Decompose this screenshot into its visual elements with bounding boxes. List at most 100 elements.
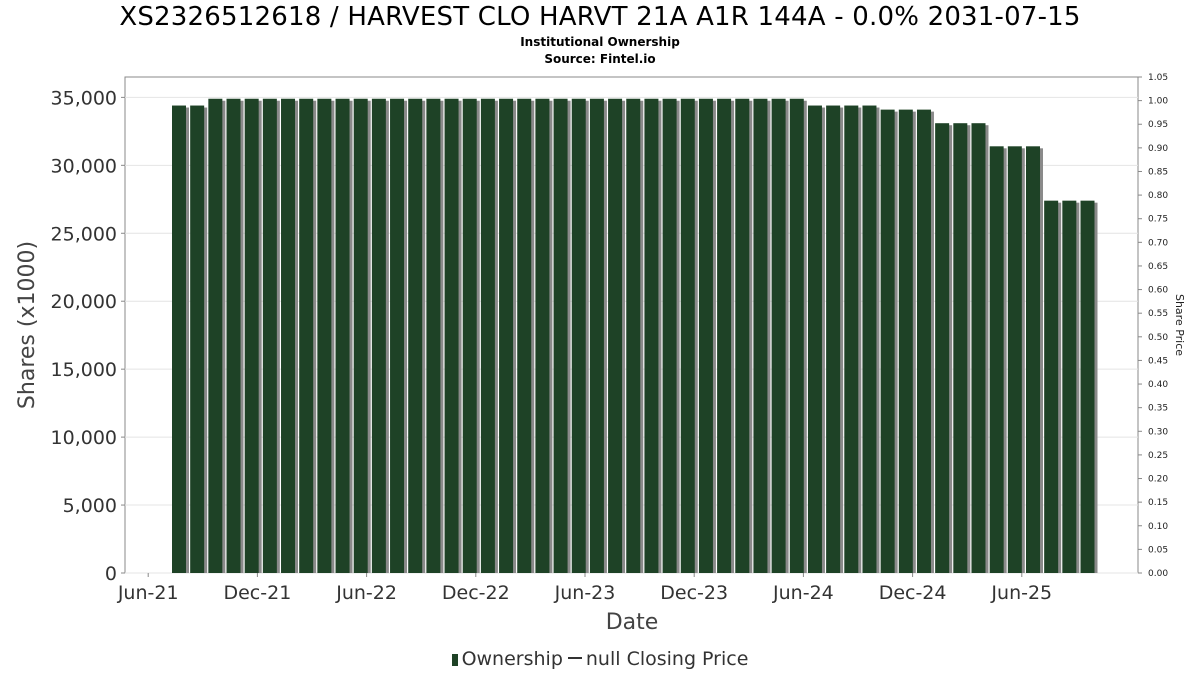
y2-tick-label: 0.40 — [1148, 380, 1168, 390]
y2-tick-label: 0.50 — [1148, 333, 1168, 343]
ownership-bar — [589, 98, 604, 573]
y2-tick-label: 0.85 — [1148, 167, 1168, 177]
y-tick-label: 5,000 — [63, 495, 117, 517]
y2-tick-label: 0.25 — [1148, 451, 1168, 461]
ownership-bar — [898, 109, 913, 573]
ownership-bar — [426, 98, 441, 573]
ownership-bar — [1062, 200, 1077, 573]
ownership-bar — [971, 123, 986, 574]
ownership-bar — [662, 98, 677, 573]
ownership-bar — [789, 98, 804, 573]
y2-tick-label: 0.35 — [1148, 404, 1168, 414]
y-tick-label: 15,000 — [51, 359, 117, 381]
y2-tick-label: 0.60 — [1148, 286, 1168, 296]
ownership-bar — [571, 98, 586, 573]
ownership-bar — [844, 105, 859, 573]
x-tick-label: Dec-21 — [223, 582, 291, 604]
ownership-bar — [698, 98, 713, 573]
ownership-bar — [535, 98, 550, 573]
ownership-bar — [626, 98, 641, 573]
x-tick-label: Dec-22 — [442, 582, 510, 604]
y2-tick-label: 0.55 — [1148, 309, 1168, 319]
ownership-bar — [408, 98, 423, 573]
y2-tick-label: 0.30 — [1148, 427, 1168, 437]
y2-tick-label: 0.15 — [1148, 498, 1168, 508]
bars-layer — [172, 98, 1098, 574]
x-tick-label: Dec-23 — [660, 582, 728, 604]
y-tick-label: 0 — [105, 563, 117, 585]
ownership-bar — [735, 98, 750, 573]
ownership-legend-label: Ownership — [461, 648, 563, 670]
ownership-bar — [499, 98, 514, 573]
ownership-bar — [1044, 200, 1059, 573]
ownership-bar — [717, 98, 732, 573]
ownership-bar — [517, 98, 532, 573]
y2-tick-label: 0.10 — [1148, 522, 1168, 532]
ownership-bar — [553, 98, 568, 573]
y2-tick-label: 0.80 — [1148, 191, 1168, 201]
ownership-bar — [390, 98, 405, 573]
ownership-bar — [462, 98, 477, 573]
x-tick-label: Jun-24 — [772, 582, 834, 604]
ownership-bar — [989, 146, 1004, 573]
ownership-bar — [916, 109, 931, 573]
y-axis-label: Shares (x1000) — [15, 241, 40, 409]
ownership-bar — [244, 98, 259, 573]
x-axis-label: Date — [606, 610, 659, 635]
ownership-bar — [953, 123, 968, 574]
y2-tick-label: 0.75 — [1148, 215, 1168, 225]
chart-title: XS2326512618 / HARVEST CLO HARVT 21A A1R… — [119, 2, 1081, 32]
ownership-bar — [771, 98, 786, 573]
price-legend-line — [567, 657, 582, 659]
price-legend-label: null Closing Price — [585, 648, 749, 670]
y2-tick-label: 0.95 — [1148, 120, 1168, 130]
x-tick-label: Jun-22 — [335, 582, 397, 604]
ownership-bar — [335, 98, 350, 573]
ownership-bar — [880, 109, 895, 573]
ownership-bar — [172, 105, 186, 573]
y-tick-label: 30,000 — [51, 155, 117, 177]
ownership-bar — [608, 98, 623, 573]
x-tick-label: Dec-24 — [879, 582, 947, 604]
ownership-bar — [190, 105, 205, 573]
axes-layer: 0 5,000 10,000 15,000 20,000 25,000 30,000 35,0… — [51, 73, 1169, 604]
ownership-bar — [480, 98, 495, 573]
y2-tick-label: 1.00 — [1148, 97, 1168, 107]
y2-tick-label: 0.05 — [1148, 545, 1168, 555]
chart-subtitle: Institutional Ownership — [520, 35, 680, 49]
ownership-bar — [1007, 146, 1022, 573]
y2-tick-label: 0.70 — [1148, 238, 1168, 248]
ownership-bar — [444, 98, 459, 573]
x-tick-label: Jun-21 — [117, 582, 179, 604]
ownership-bar — [299, 98, 314, 573]
y-tick-label: 35,000 — [51, 87, 117, 109]
y2-tick-label: 0.00 — [1148, 569, 1168, 579]
ownership-bar — [680, 98, 695, 573]
ownership-bar — [862, 105, 877, 573]
chart-source: Source: Fintel.io — [544, 52, 656, 66]
ownership-bar — [826, 105, 841, 573]
ownership-bar — [371, 98, 386, 573]
x-tick-label: Jun-23 — [554, 582, 616, 604]
ownership-bar — [353, 98, 368, 573]
y2-axis-label: Share Price — [1173, 294, 1186, 356]
y-tick-label: 10,000 — [51, 427, 117, 449]
ownership-bar — [753, 98, 768, 573]
ownership-bar — [262, 98, 277, 573]
ownership-bar — [226, 98, 241, 573]
ownership-bar — [935, 123, 950, 574]
y2-tick-label: 0.20 — [1148, 475, 1168, 485]
y2-tick-label: 1.05 — [1148, 73, 1168, 83]
ownership-bar — [281, 98, 296, 573]
y2-tick-label: 0.65 — [1148, 262, 1168, 272]
ownership-legend-swatch — [451, 654, 458, 666]
ownership-bar — [1025, 146, 1040, 573]
ownership-bar — [208, 98, 223, 573]
y-tick-label: 20,000 — [51, 291, 117, 313]
ownership-bar — [317, 98, 332, 573]
x-tick-label: Jun-25 — [990, 582, 1052, 604]
chart-legend: Ownership null Closing Price — [0, 648, 1200, 670]
ownership-bar — [644, 98, 659, 573]
ownership-bar — [807, 105, 822, 573]
